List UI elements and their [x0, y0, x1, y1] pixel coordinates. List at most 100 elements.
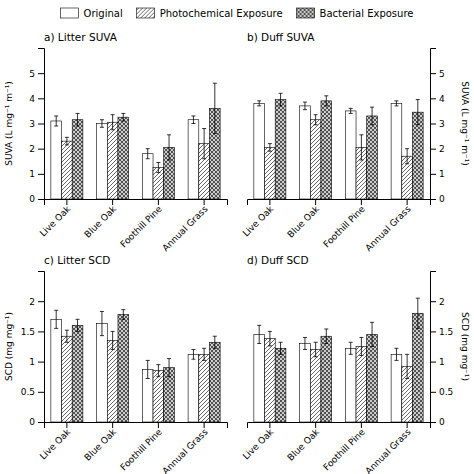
bar-series: [254, 325, 402, 422]
y-tick-label: 1.5: [21, 327, 35, 337]
error-bar: [213, 336, 217, 348]
error-cap: [279, 93, 283, 94]
bar: [367, 116, 378, 199]
error-cap: [303, 109, 307, 110]
y-tick-label: 2: [439, 297, 445, 307]
error-cap: [303, 349, 307, 350]
x-tick: Annual Grass: [363, 422, 413, 474]
y-tick-mark: [430, 174, 436, 175]
x-tick: Live Oak: [38, 199, 73, 239]
y-tick-mark: [430, 422, 436, 423]
error-cap: [213, 133, 217, 134]
bar: [188, 354, 199, 422]
y-tick-label: 0: [29, 417, 35, 427]
error-cap: [191, 115, 195, 116]
y-tick-label: 4: [439, 94, 445, 104]
error-bar: [279, 93, 283, 106]
x-tick-mark: [361, 422, 362, 428]
error-cap: [359, 134, 363, 135]
x-tick-mark: [158, 422, 159, 428]
bar: [412, 313, 423, 422]
error-line: [259, 325, 260, 343]
error-cap: [359, 337, 363, 338]
legend-label: Photochemical Exposure: [160, 8, 283, 19]
error-line: [158, 163, 159, 173]
bar: [107, 340, 118, 422]
y-tick-label: 1: [29, 169, 35, 179]
y-tick-mark: [38, 98, 44, 99]
error-cap: [121, 113, 125, 114]
x-tick-label: Foothill Pine: [118, 204, 164, 250]
error-bar: [202, 348, 206, 360]
error-cap: [268, 331, 272, 332]
error-bar: [100, 120, 104, 128]
error-bar: [146, 360, 150, 378]
y-axis-line: [38, 272, 45, 423]
error-line: [326, 329, 327, 343]
bar: [412, 112, 423, 199]
error-line: [66, 330, 67, 342]
bar: [153, 371, 164, 422]
error-bar: [202, 129, 206, 159]
error-bar: [359, 135, 363, 160]
plot-area: [51, 310, 220, 422]
error-cap: [146, 360, 150, 361]
error-cap: [111, 331, 115, 332]
bar: [321, 336, 332, 422]
error-bar: [65, 137, 69, 145]
error-cap: [268, 143, 272, 144]
error-cap: [121, 120, 125, 121]
y-tick-label: 0: [439, 194, 445, 204]
bar: [153, 168, 164, 199]
error-cap: [268, 345, 272, 346]
error-line: [214, 336, 215, 348]
error-cap: [349, 108, 353, 109]
error-bar: [405, 354, 409, 378]
legend-swatch: [61, 8, 79, 18]
error-cap: [111, 114, 115, 115]
y-tick-mark: [38, 331, 44, 332]
error-cap: [370, 107, 374, 108]
bar: [345, 111, 356, 199]
x-tick: Annual Grass: [160, 422, 210, 474]
bar: [107, 122, 118, 199]
error-cap: [394, 360, 398, 361]
y-tick-mark: [38, 124, 44, 125]
y-tick-label: 2: [29, 144, 35, 154]
error-cap: [324, 343, 328, 344]
plot-area: [51, 83, 220, 199]
error-line: [396, 348, 397, 360]
y-tick: 0: [29, 194, 44, 204]
bar: [51, 121, 62, 199]
error-line: [396, 101, 397, 106]
bar-series: [265, 331, 413, 422]
error-cap: [257, 343, 261, 344]
x-axis-line: [45, 423, 228, 429]
y-tick-label: 1.5: [439, 327, 453, 337]
y-tick-label: 0.5: [439, 387, 453, 397]
y-axis: 00.511.52: [430, 272, 453, 428]
y-tick-mark: [430, 301, 436, 302]
x-tick-label: Live Oak: [241, 203, 276, 238]
legend-item: Original: [61, 8, 123, 19]
x-tick: Foothill Pine: [118, 422, 164, 472]
error-bar: [268, 144, 272, 152]
error-cap: [202, 158, 206, 159]
bar: [265, 339, 276, 422]
y-tick: 2: [29, 144, 44, 154]
x-tick-mark: [204, 199, 205, 205]
error-cap: [202, 128, 206, 129]
error-bar: [416, 298, 420, 328]
y-tick: 1: [29, 169, 44, 179]
bar-series: [62, 115, 210, 199]
y-tick-label: 1: [439, 169, 445, 179]
error-cap: [279, 354, 283, 355]
error-cap: [65, 342, 69, 343]
error-line: [147, 149, 148, 159]
x-tick-mark: [407, 422, 408, 428]
x-axis: Live OakBlue OakFoothill PineAnnual Gras…: [241, 199, 431, 253]
y-axis-title: SCD (mg mg⁻¹): [4, 312, 14, 381]
error-cap: [156, 172, 160, 173]
error-cap: [167, 134, 171, 135]
plot-area: [254, 298, 423, 422]
